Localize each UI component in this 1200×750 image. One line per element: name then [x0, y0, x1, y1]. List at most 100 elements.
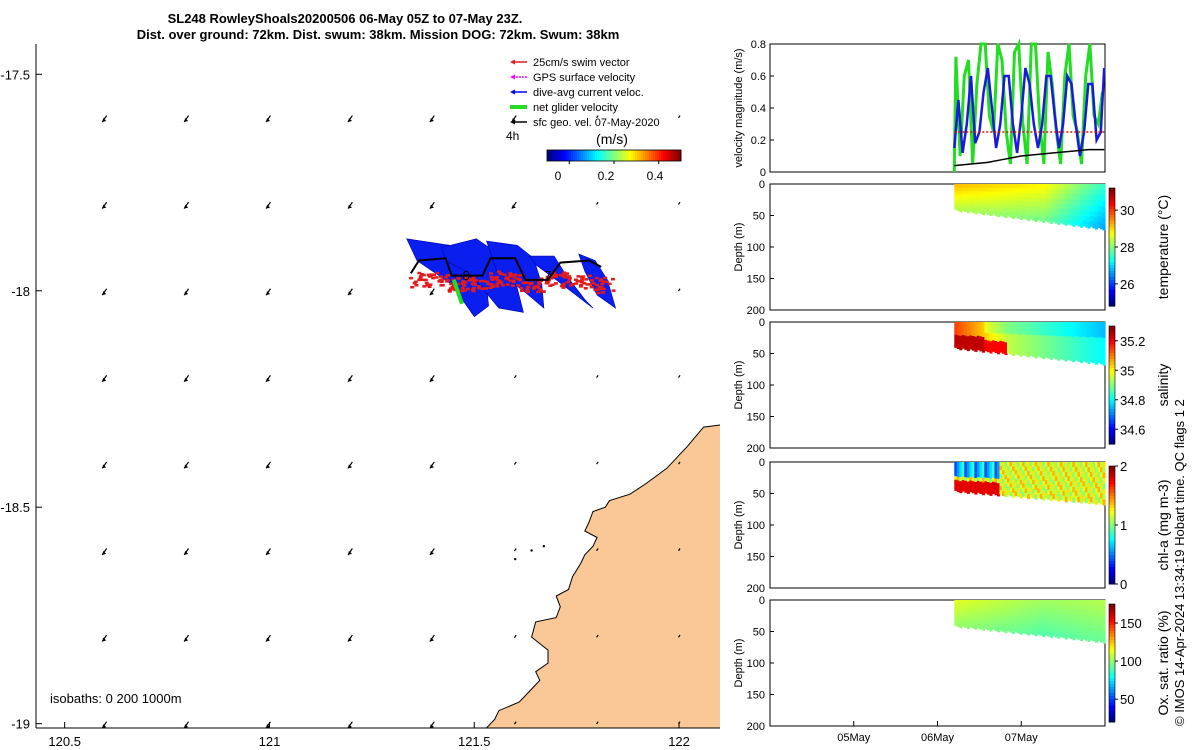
section-cell [984, 607, 988, 612]
section-cell [1009, 208, 1013, 214]
section-colorbar-cell [1109, 343, 1115, 348]
section-cell [1079, 327, 1083, 333]
section-cell [956, 623, 960, 627]
geo-arrow [513, 461, 517, 465]
geo-arrow [429, 375, 435, 383]
section-colorbar-cell [1109, 604, 1115, 608]
section-cell [1074, 194, 1078, 200]
geo-arrow [678, 634, 681, 638]
section-cell [969, 342, 973, 347]
section-cell [986, 325, 990, 330]
swim-vector-mark [545, 277, 550, 280]
section-cell [1049, 600, 1053, 606]
section-cell [1087, 610, 1091, 617]
section-cell [974, 621, 978, 627]
geo-arrow [596, 461, 599, 465]
section-colorbar-cell [1109, 624, 1115, 629]
section-cell [1047, 326, 1051, 332]
section-cell [979, 332, 983, 337]
colorbar-cell [581, 150, 584, 161]
section-cell [1079, 482, 1083, 489]
swim-vector-mark [568, 284, 573, 287]
section-cell [1077, 609, 1081, 616]
section-cell [1049, 486, 1053, 492]
section-cell [989, 322, 993, 327]
section-cell [1097, 337, 1101, 343]
section-cell [1037, 210, 1041, 216]
section-cell [999, 603, 1003, 609]
section-cell [1054, 340, 1058, 346]
section-cell [991, 336, 995, 341]
section-cell [1084, 477, 1088, 483]
section-cell [1052, 322, 1056, 328]
section-cell [1002, 623, 1006, 628]
section-cell [1024, 184, 1028, 189]
section-cell [1012, 612, 1016, 618]
section-cell [1052, 480, 1056, 486]
section-cell [1049, 322, 1053, 328]
geo-arrow [101, 288, 108, 296]
section-cell [989, 486, 993, 492]
section-cell [1042, 600, 1046, 606]
section-colorbar-cell [1109, 255, 1115, 260]
geo-arrow [265, 461, 271, 469]
section-cell [971, 617, 975, 622]
section-colorbar-cell [1109, 229, 1115, 233]
section-cell [964, 197, 968, 202]
section-cell [1059, 335, 1063, 341]
section-cell [1029, 629, 1033, 634]
section-cell [964, 342, 968, 347]
section-cell [989, 333, 993, 339]
section-cell [1022, 196, 1026, 202]
section-colorbar-cell [1109, 205, 1115, 210]
section-cell [1089, 496, 1093, 503]
section-cell [966, 336, 970, 341]
section-cell [1017, 326, 1021, 331]
section-cell [971, 477, 975, 482]
section-cell [1067, 495, 1071, 501]
section-cell [997, 483, 1001, 488]
section-cell [961, 203, 965, 208]
section-cell [1007, 188, 1011, 193]
section-cell [956, 345, 960, 349]
map-x-tick-label: 120.5 [48, 734, 81, 749]
section-cell [1084, 322, 1088, 328]
section-cell [986, 322, 990, 327]
section-cell [959, 335, 963, 340]
section-cell [1097, 347, 1101, 353]
section-cell [1029, 488, 1033, 493]
section-cell [1047, 322, 1051, 328]
section-cell [1004, 213, 1008, 219]
section-cell [1064, 331, 1068, 338]
section-cell [959, 600, 963, 605]
geo-arrow [347, 721, 353, 728]
section-cell [984, 617, 988, 622]
section-cell [1097, 610, 1101, 616]
section-cell [1089, 481, 1093, 488]
geo-arrow [596, 201, 599, 205]
section-cell [1019, 188, 1023, 194]
section-cell [1087, 206, 1091, 213]
section-colorbar-label: 35 [1120, 363, 1134, 378]
geo-arrow [347, 548, 353, 556]
swim-vector-mark [486, 282, 491, 286]
section-cell [1029, 616, 1033, 622]
section-cell [1002, 322, 1006, 327]
section-cell [1017, 350, 1021, 356]
section-cell [999, 470, 1003, 475]
section-cell [966, 329, 970, 334]
section-cell [1064, 356, 1068, 362]
section-cell [1029, 492, 1033, 498]
section-cell [981, 474, 985, 479]
section-ylabel: Depth (m) [733, 639, 745, 688]
section-cell [1039, 207, 1043, 213]
swim-vector-mark [554, 274, 559, 277]
section-cell [959, 485, 963, 490]
section-cell [986, 202, 990, 208]
section-cell [1100, 223, 1104, 230]
section-cell [959, 477, 963, 482]
section-cell [961, 462, 965, 467]
section-cell [1062, 199, 1066, 205]
section-cell [1009, 184, 1013, 189]
section-cell [1064, 341, 1068, 347]
